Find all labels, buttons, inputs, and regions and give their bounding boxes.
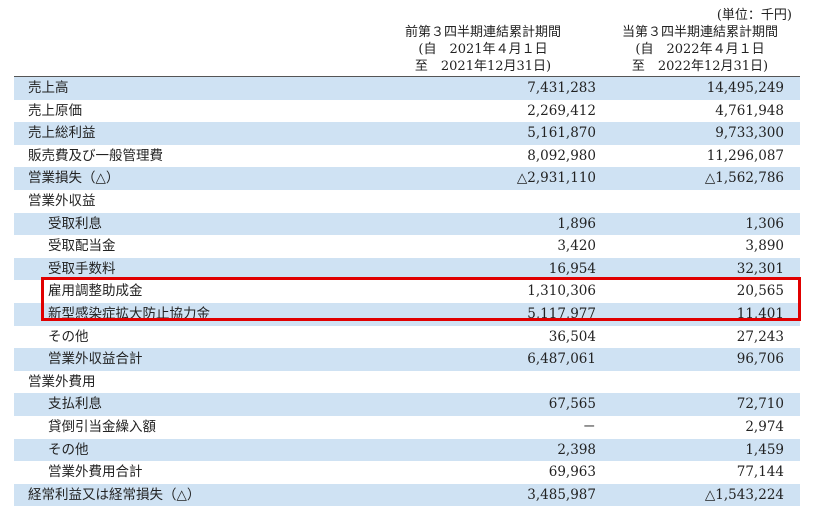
current-value: 72,710	[736, 396, 784, 413]
current-value: 2,974	[745, 418, 784, 435]
current-value: 20,565	[736, 283, 784, 300]
current-value: 11,296,087	[706, 147, 784, 164]
row-label: その他	[48, 441, 89, 458]
row-label: 売上総利益	[28, 125, 96, 142]
prior-value: 7,431,283	[527, 80, 596, 96]
table-row: 営業外費用	[14, 371, 800, 394]
table-row: その他 2,398 1,459	[14, 438, 800, 462]
table-row: 営業外収益合計 6,487,061 96,706	[14, 348, 800, 371]
prior-value: 2,269,412	[527, 102, 596, 119]
row-label: 受取手数料	[48, 260, 116, 277]
header-divider	[14, 76, 800, 77]
current-period-from: (自 2022年４月１日	[635, 42, 765, 57]
row-label: 支払利息	[48, 396, 102, 413]
current-value: 1,459	[745, 441, 784, 458]
row-label: 雇用調整助成金	[48, 283, 143, 300]
table-row: 受取手数料 16,954 32,301	[14, 257, 800, 281]
row-label: 売上高	[28, 80, 69, 96]
prior-value: 1,310,306	[527, 283, 596, 300]
row-label: 受取利息	[48, 215, 102, 232]
row-label: 営業外収益合計	[48, 351, 143, 368]
table-row: 営業損失（△） △2,931,110 △1,562,786	[14, 167, 800, 190]
current-value: 27,243	[736, 328, 784, 345]
prior-value: 8,092,980	[527, 147, 596, 164]
table-row: 支払利息 67,565 72,710	[14, 393, 800, 416]
table-row: 営業外費用合計 69,963 77,144	[14, 461, 800, 484]
prior-value: 2,398	[557, 441, 596, 458]
row-label: その他	[48, 328, 89, 345]
unit-label: (単位：千円)	[716, 8, 792, 23]
row-label: 経常利益又は経常損失（△）	[28, 486, 201, 503]
prior-value: △2,931,110	[516, 170, 596, 187]
prior-value: 6,487,061	[527, 351, 596, 368]
current-value: 11,401	[736, 305, 784, 322]
prior-value: 5,161,870	[527, 125, 596, 142]
current-value: 4,761,948	[715, 102, 784, 119]
table-row: 受取配当金 3,420 3,890	[14, 235, 800, 258]
prior-value: 3,420	[557, 238, 596, 255]
table-row: その他 36,504 27,243	[14, 326, 800, 349]
row-label: 営業損失（△）	[28, 170, 120, 187]
current-period-header: 当第３四半期連結累計期間 (自 2022年４月１日 至 2022年12月31日)	[600, 24, 800, 75]
current-value: 96,706	[736, 351, 784, 368]
row-label: 貸倒引当金繰入額	[48, 418, 156, 435]
prior-value: 69,963	[548, 464, 596, 481]
row-label: 新型感染症拡大防止協力金	[48, 305, 210, 322]
table-row: 販売費及び一般管理費 8,092,980 11,296,087	[14, 145, 800, 168]
prior-value: 67,565	[548, 396, 596, 413]
row-label: 販売費及び一般管理費	[28, 147, 163, 164]
table-row: 雇用調整助成金 1,310,306 20,565	[14, 280, 800, 303]
current-value: △1,562,786	[704, 170, 784, 187]
row-label: 受取配当金	[48, 238, 116, 255]
row-label: 営業外費用合計	[48, 464, 143, 481]
prior-value: 16,954	[548, 260, 596, 277]
prior-value: 1,896	[557, 215, 596, 232]
current-period-title: 当第３四半期連結累計期間	[621, 25, 778, 40]
prior-value: －	[582, 418, 597, 435]
row-label: 営業外収益	[28, 192, 96, 209]
table-row: 営業外収益	[14, 190, 800, 213]
prior-value: 5,117,977	[527, 305, 596, 322]
income-statement-table: 売上高 7,431,283 14,495,249 売上原価 2,269,412 …	[14, 77, 800, 506]
current-period-to: 至 2022年12月31日)	[631, 59, 769, 74]
current-value: 14,495,249	[706, 80, 784, 96]
row-label: 売上原価	[28, 102, 82, 119]
prior-value: 36,504	[548, 328, 596, 345]
table-row: 売上高 7,431,283 14,495,249	[14, 77, 800, 100]
table-row: 売上原価 2,269,412 4,761,948	[14, 100, 800, 123]
prior-period-header: 前第３四半期連結累計期間 (自 2021年４月１日 至 2021年12月31日)	[388, 24, 578, 75]
current-value: 1,306	[745, 215, 784, 232]
table-row: 受取利息 1,896 1,306	[14, 212, 800, 236]
current-value: △1,543,224	[704, 486, 784, 503]
highlight-box	[41, 277, 801, 321]
row-label: 営業外費用	[28, 373, 96, 390]
current-value: 32,301	[736, 260, 784, 277]
table-row: 貸倒引当金繰入額 － 2,974	[14, 416, 800, 439]
current-value: 3,890	[745, 238, 784, 255]
table-row: 経常利益又は経常損失（△） 3,485,987 △1,543,224	[14, 483, 800, 506]
prior-value: 3,485,987	[527, 486, 596, 503]
prior-period-title: 前第３四半期連結累計期間	[404, 25, 561, 40]
current-value: 77,144	[736, 464, 784, 481]
prior-period-to: 至 2021年12月31日)	[414, 59, 552, 74]
current-value: 9,733,300	[715, 125, 784, 142]
prior-period-from: (自 2021年４月１日	[418, 42, 548, 57]
table-row: 売上総利益 5,161,870 9,733,300	[14, 122, 800, 145]
